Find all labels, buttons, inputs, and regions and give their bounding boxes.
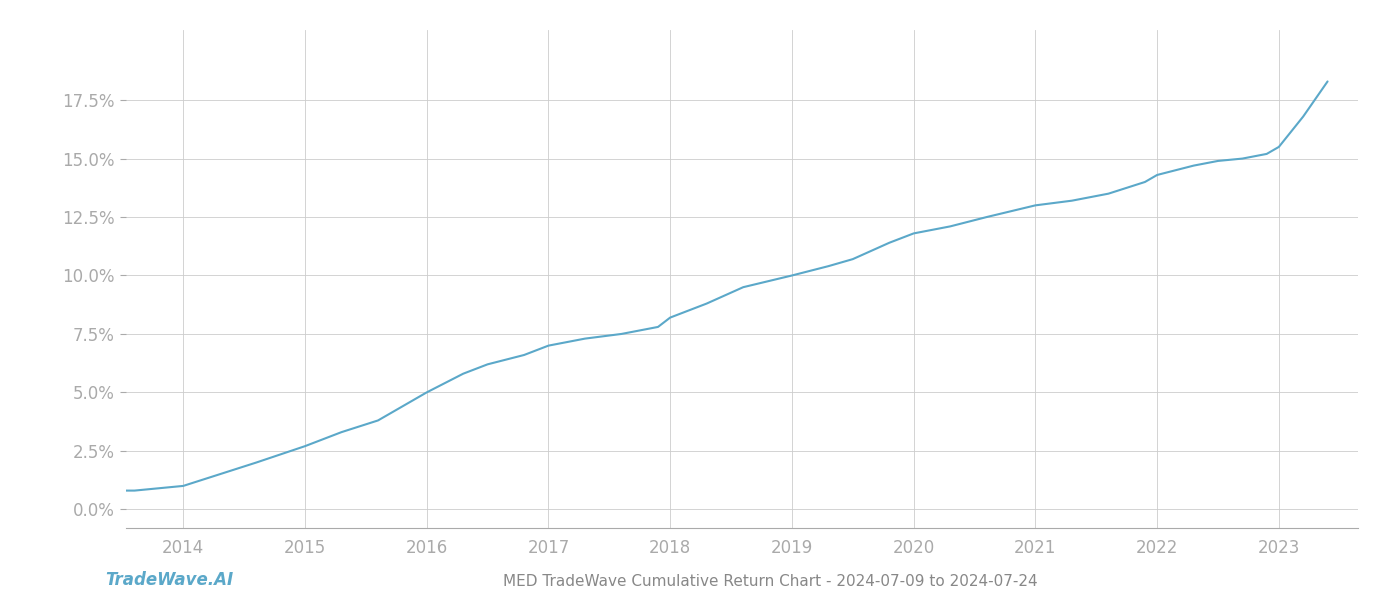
Text: MED TradeWave Cumulative Return Chart - 2024-07-09 to 2024-07-24: MED TradeWave Cumulative Return Chart - … <box>503 574 1037 589</box>
Text: TradeWave.AI: TradeWave.AI <box>105 571 234 589</box>
